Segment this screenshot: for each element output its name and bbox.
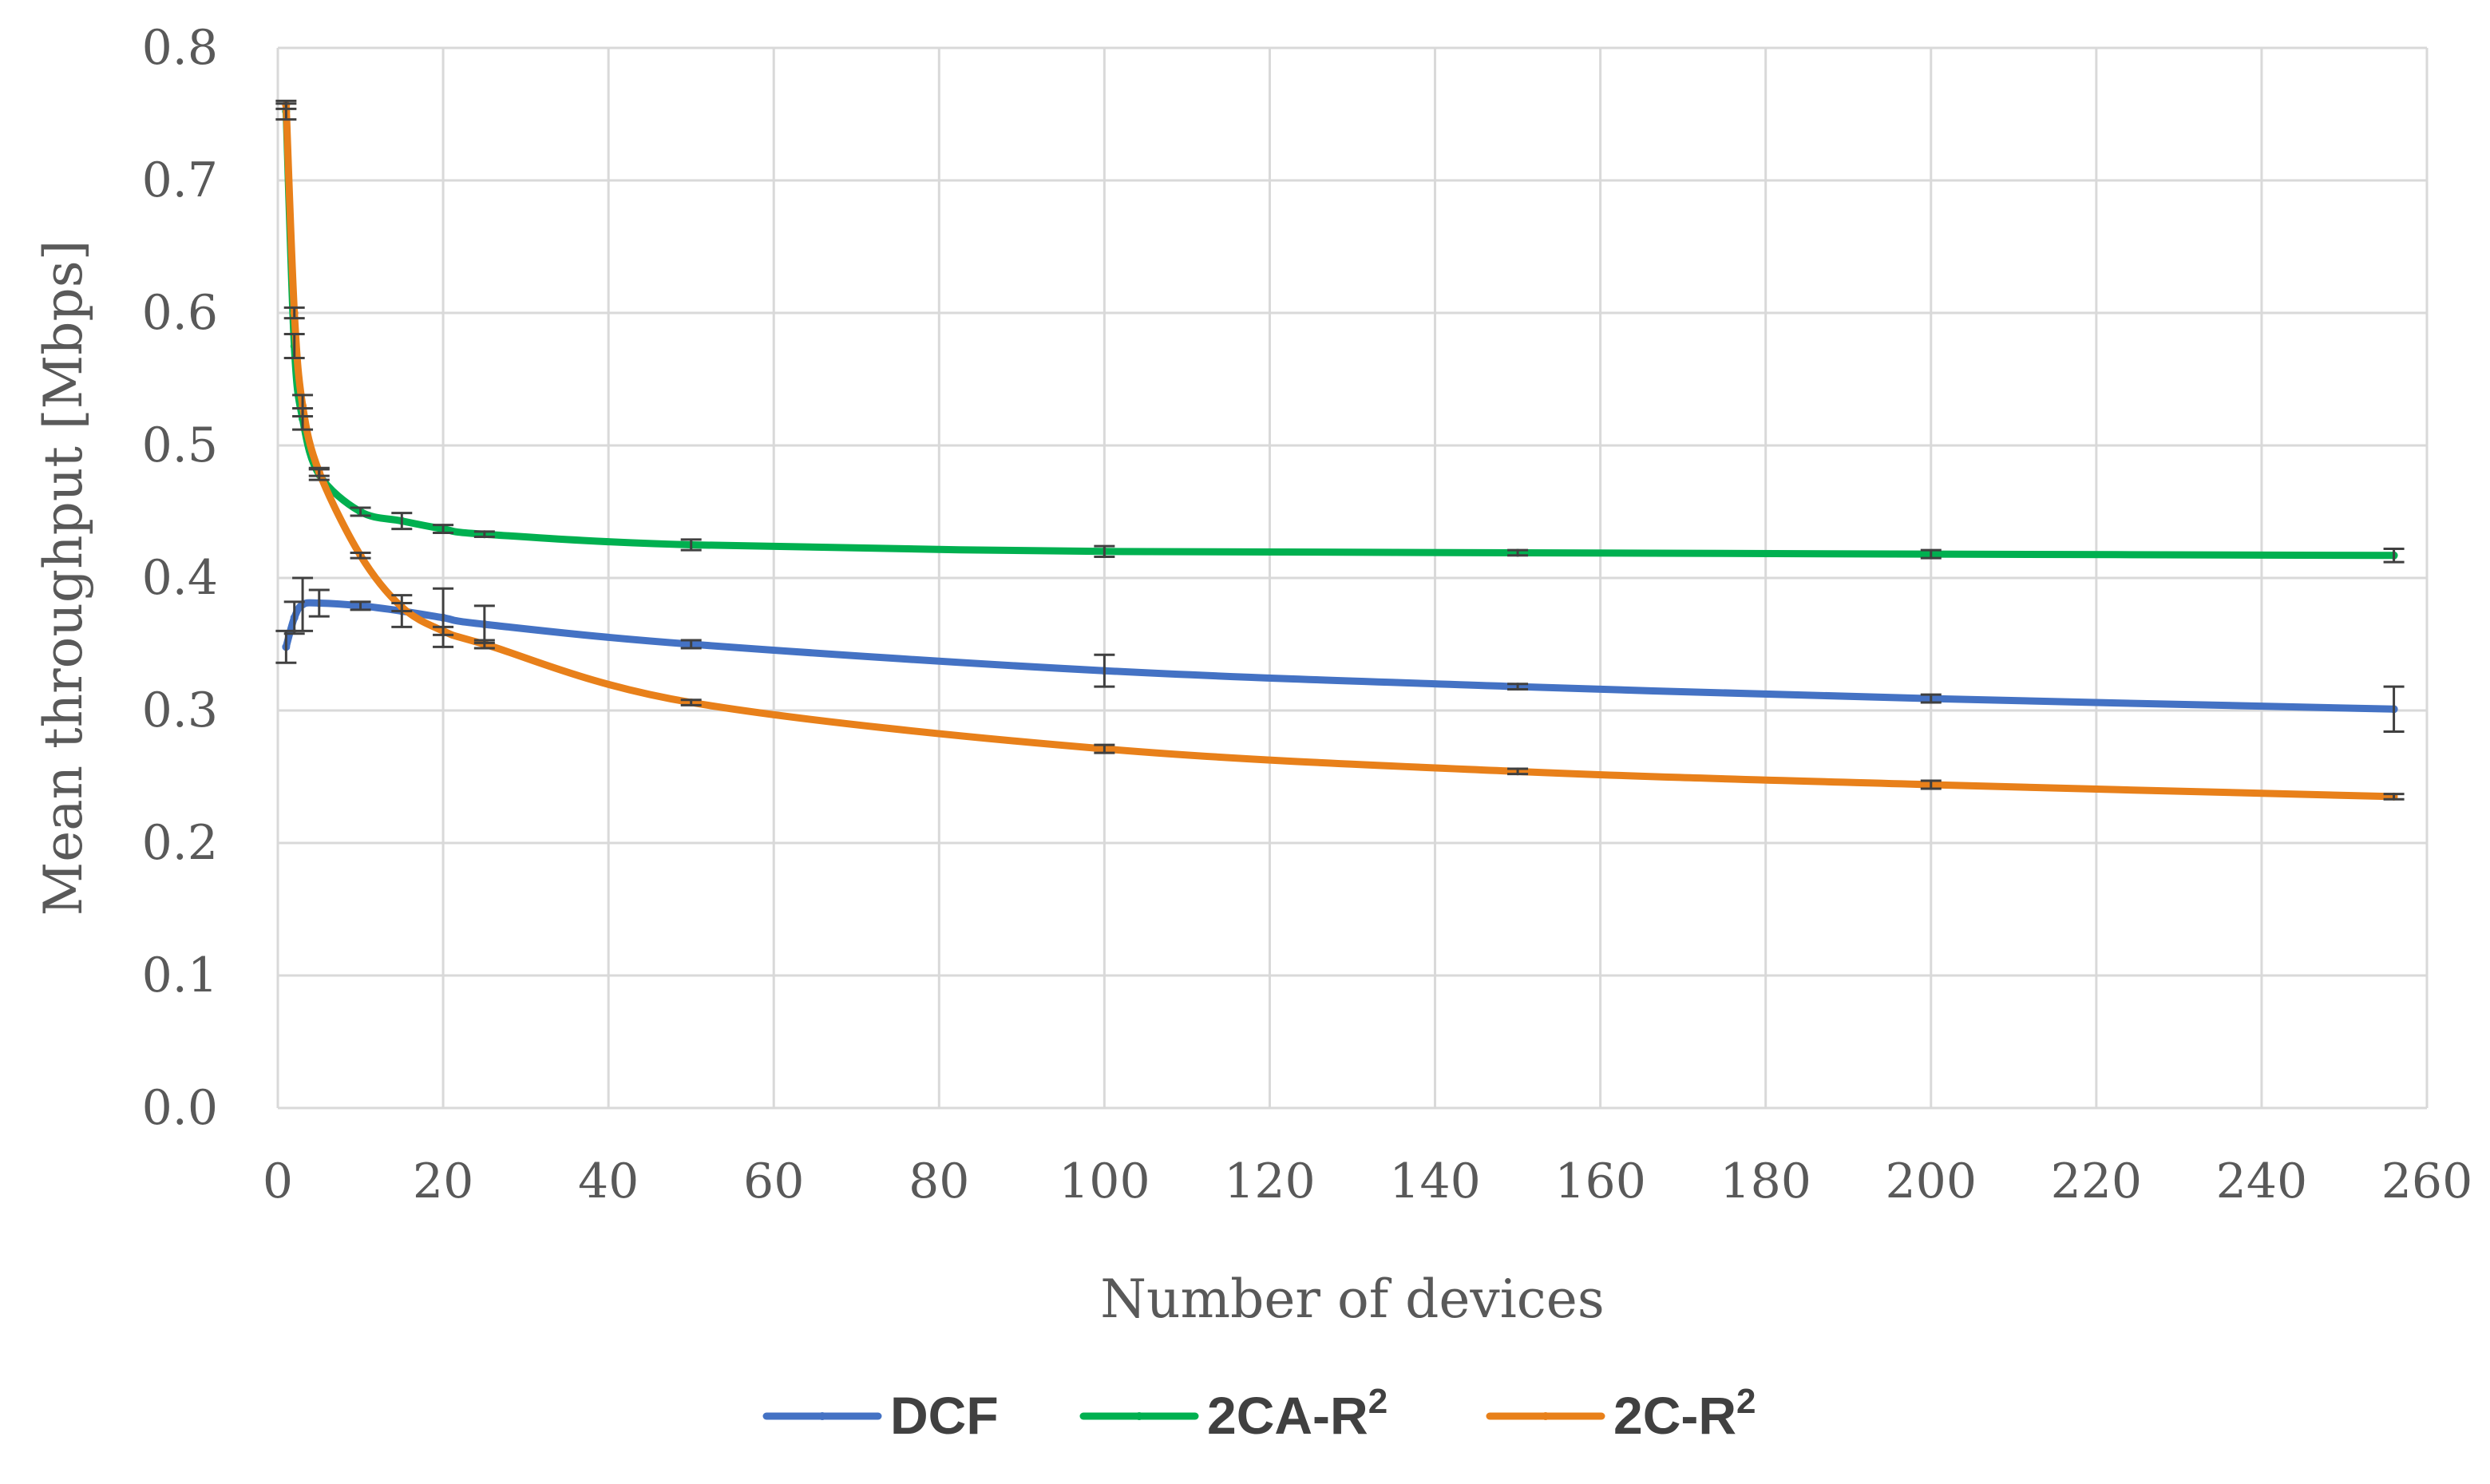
y-tick-label: 0.4 xyxy=(142,550,218,606)
legend-label: 2CA-R2 xyxy=(1207,1382,1388,1445)
error-bar xyxy=(350,551,371,560)
error-bar xyxy=(1094,544,1115,558)
series-layer xyxy=(275,99,2405,801)
error-bar xyxy=(473,639,495,650)
x-tick-label: 160 xyxy=(1554,1154,1646,1209)
x-tick-label: 200 xyxy=(1886,1154,1977,1209)
error-bar xyxy=(1507,548,1529,557)
error-bar xyxy=(2383,547,2405,564)
error-bar xyxy=(2383,685,2405,734)
error-bars-dcf xyxy=(275,576,2405,734)
error-bar xyxy=(283,306,305,320)
legend-item: 2CA-R2 xyxy=(1079,1382,1388,1445)
y-axis-title: Mean throughput [Mbps] xyxy=(33,240,94,916)
legend-label: DCF xyxy=(890,1386,999,1445)
legend-label: 2C-R2 xyxy=(1613,1382,1756,1445)
error-bar xyxy=(391,512,413,531)
x-tick-label: 40 xyxy=(578,1154,639,1209)
x-tick-label: 260 xyxy=(2381,1154,2473,1209)
x-tick-label: 0 xyxy=(263,1154,293,1209)
legend: DCF 2CA-R2 2C-R2 xyxy=(762,1382,1756,1445)
error-bar xyxy=(1094,653,1115,688)
y-tick-label: 0.0 xyxy=(142,1080,218,1136)
legend-marker xyxy=(818,1412,826,1420)
error-bar xyxy=(292,394,314,417)
legend-label-superscript: 2 xyxy=(1368,1382,1388,1421)
error-bar xyxy=(433,587,454,648)
legend-item: DCF xyxy=(762,1386,999,1445)
x-tick-label: 140 xyxy=(1389,1154,1481,1209)
error-bar xyxy=(292,576,314,632)
error-bar xyxy=(275,99,297,110)
error-bar xyxy=(433,524,454,535)
error-bar xyxy=(2383,793,2405,801)
x-tick-label: 100 xyxy=(1059,1154,1150,1209)
error-bar xyxy=(350,506,371,517)
error-bar xyxy=(680,538,702,552)
series-line xyxy=(282,599,2398,713)
y-tick-label: 0.3 xyxy=(142,683,218,738)
error-bar xyxy=(308,466,330,477)
error-bar xyxy=(1920,693,1942,704)
error-bar xyxy=(391,602,413,612)
legend-label-main: 2CA-R xyxy=(1207,1386,1368,1445)
error-bars-2c-r2 xyxy=(275,99,2405,801)
x-tick-label: 80 xyxy=(909,1154,969,1209)
y-tick-label: 0.2 xyxy=(142,815,218,871)
x-tick-label: 240 xyxy=(2216,1154,2308,1209)
gridlines xyxy=(276,46,2429,1110)
y-tick-label: 0.8 xyxy=(142,20,218,76)
legend-label-main: 2C-R xyxy=(1613,1386,1736,1445)
legend-marker xyxy=(1135,1412,1143,1420)
legend-marker xyxy=(1542,1412,1550,1420)
legend-item: 2C-R2 xyxy=(1486,1382,1756,1445)
error-bars-2ca-r2 xyxy=(275,102,2405,564)
x-axis-ticks: 0 20 40 60 80 100 120 140 160 180 200 220 240 260 xyxy=(263,1154,2472,1209)
error-bar xyxy=(1094,743,1115,754)
x-axis-title: Number of devices xyxy=(1100,1268,1604,1330)
error-bar xyxy=(1920,548,1942,560)
x-tick-label: 120 xyxy=(1224,1154,1316,1209)
error-bar xyxy=(1507,683,1529,691)
error-bar xyxy=(1920,779,1942,790)
error-bar xyxy=(473,530,495,539)
y-axis-ticks: 0.0 0.1 0.2 0.3 0.4 0.5 0.6 0.7 0.8 xyxy=(142,20,218,1136)
legend-label-superscript: 2 xyxy=(1736,1382,1756,1421)
error-bar xyxy=(680,639,702,650)
error-bar xyxy=(283,600,305,635)
error-bar xyxy=(283,333,305,359)
x-tick-label: 60 xyxy=(743,1154,804,1209)
error-bar xyxy=(680,698,702,706)
y-tick-label: 0.6 xyxy=(142,285,218,341)
y-tick-label: 0.7 xyxy=(142,152,218,208)
y-tick-label: 0.5 xyxy=(142,417,218,473)
y-tick-label: 0.1 xyxy=(142,948,218,1003)
x-tick-label: 180 xyxy=(1720,1154,1811,1209)
x-tick-label: 20 xyxy=(413,1154,473,1209)
legend-label-main: DCF xyxy=(890,1386,999,1445)
series-line xyxy=(282,101,2398,801)
error-bar xyxy=(1507,767,1529,776)
error-bar xyxy=(433,625,454,636)
error-bar xyxy=(308,588,330,618)
x-tick-label: 220 xyxy=(2051,1154,2143,1209)
error-bar xyxy=(350,600,371,611)
